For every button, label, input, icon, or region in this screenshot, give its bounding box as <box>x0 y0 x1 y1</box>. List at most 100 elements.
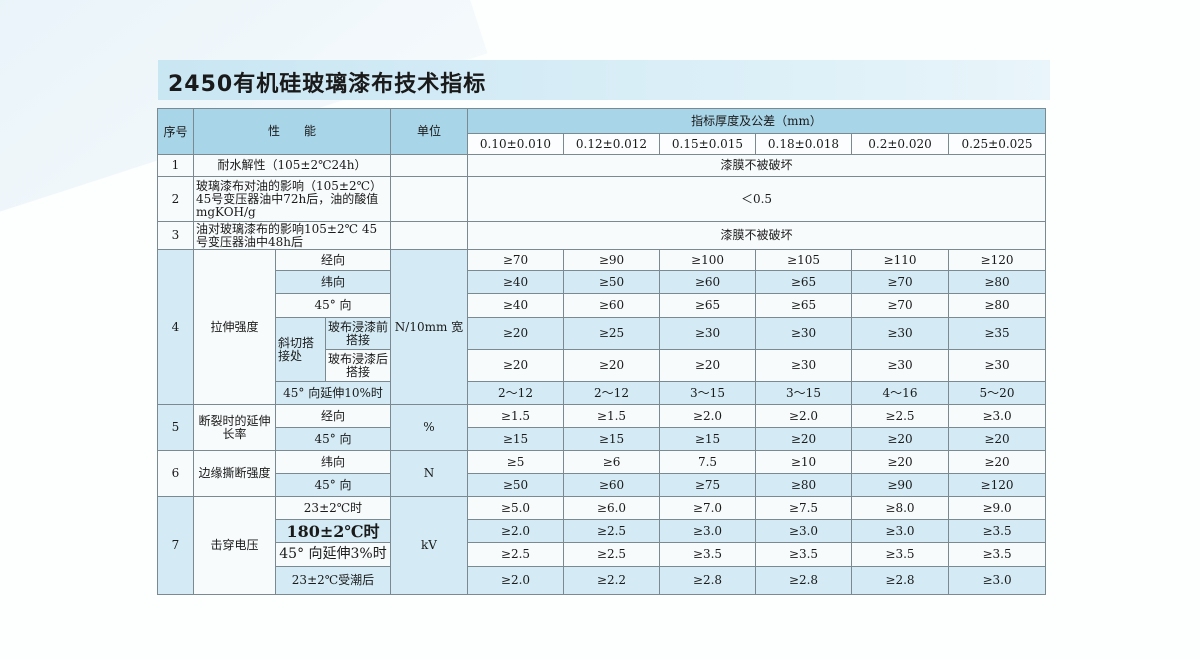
value-cell: 5～20 <box>947 381 1047 405</box>
value-cell: ≥20 <box>659 349 756 382</box>
value-cell: ≥3.5 <box>947 542 1047 567</box>
table-row: 斜切搭接处 玻布浸漆前搭接 ≥20 ≥25 ≥30 ≥30 ≥30 ≥35 <box>158 317 1047 382</box>
value-cell: ≥90 <box>851 473 949 497</box>
value-cell: ≥60 <box>563 473 660 497</box>
thickness-header: 0.18±0.018 <box>755 133 852 155</box>
value-cell: ≥3.0 <box>947 404 1047 428</box>
value-cell: ≥65 <box>659 293 756 318</box>
value-cell: ≥15 <box>467 427 564 451</box>
value-cell: ≥50 <box>563 270 660 294</box>
value-cell: ≥50 <box>467 473 564 497</box>
table-row: 2 玻璃漆布对油的影响（105±2℃）45号变压器油中72h后，油的酸值 mgKO… <box>157 176 1047 222</box>
merged-value-cell: 漆膜不被破坏 <box>466 221 1047 250</box>
property-cell: 边缘撕断强度 <box>193 450 276 497</box>
value-cell: ≥25 <box>563 317 660 350</box>
value-cell: ≥2.5 <box>851 404 949 428</box>
property-cell: 玻璃漆布对油的影响（105±2℃）45号变压器油中72h后，油的酸值 mgKOH… <box>193 176 391 222</box>
table-row: 45° 向 ≥50 ≥60 ≥75 ≥80 ≥90 ≥120 <box>158 473 1047 497</box>
value-cell: ≥3.5 <box>659 542 756 567</box>
value-cell: ≥8.0 <box>851 496 949 520</box>
table-row: 玻布浸漆后搭接 ≥20 ≥20 ≥20 ≥30 ≥30 ≥30 <box>158 349 1047 382</box>
value-cell: ≥30 <box>659 317 756 350</box>
value-cell: ≥2.5 <box>563 542 660 567</box>
seq-cell: 4 <box>157 249 194 405</box>
value-cell: ≥5 <box>467 450 564 474</box>
value-cell: ≥30 <box>755 317 852 350</box>
seq-cell: 7 <box>157 496 194 595</box>
sub-label-cell: 45° 向延伸10%时 <box>275 381 391 405</box>
value-cell: ≥7.5 <box>755 496 852 520</box>
value-cell: ≥80 <box>947 293 1047 318</box>
sub-label-cell: 180±2℃时 <box>275 519 391 543</box>
unit-cell <box>390 154 468 177</box>
table-row: 1 耐水解性（105±2℃24h） 漆膜不被破坏 <box>157 154 1047 177</box>
table-row: 180±2℃时 ≥2.0 ≥2.5 ≥3.0 ≥3.0 ≥3.0 ≥3.5 <box>158 519 1047 543</box>
value-cell: ≥20 <box>467 317 564 350</box>
property-cell: 油对玻璃漆布的影响105±2℃ 45号变压器油中48h后 <box>193 221 391 250</box>
table-row: 5 断裂时的延伸长率 经向% ≥1.5 ≥1.5 ≥2.0 ≥2.0 ≥2.5 ≥3.0 <box>157 404 1047 451</box>
unit-cell: % <box>390 404 468 451</box>
value-cell: ≥5.0 <box>467 496 564 520</box>
table-row: 23±2℃受潮后 ≥2.0 ≥2.2 ≥2.8 ≥2.8 ≥2.8 ≥3.0 <box>158 566 1047 595</box>
value-cell: 7.5 <box>659 450 756 474</box>
value-cell: ≥3.0 <box>851 519 949 543</box>
value-cell: ≥80 <box>755 473 852 497</box>
table-row: 纬向 ≥40 ≥50 ≥60 ≥65 ≥70 ≥80 <box>158 270 1047 294</box>
property-cell: 断裂时的延伸长率 <box>193 404 276 451</box>
title-banner <box>158 60 1050 100</box>
value-cell: ≥15 <box>659 427 756 451</box>
value-cell: ≥20 <box>563 349 660 382</box>
value-cell: ≥2.8 <box>755 566 852 595</box>
table-row: 45° 向延伸3%时 ≥2.5 ≥2.5 ≥3.5 ≥3.5 ≥3.5 ≥3.5 <box>158 542 1047 567</box>
value-cell: ≥75 <box>659 473 756 497</box>
sub-label-cell: 纬向 <box>275 270 391 294</box>
value-cell: ≥30 <box>851 317 949 350</box>
property-cell: 击穿电压 <box>193 496 276 595</box>
value-cell: ≥2.8 <box>851 566 949 595</box>
seq-cell: 1 <box>157 154 194 177</box>
value-cell: ≥20 <box>467 349 564 382</box>
value-cell: ≥7.0 <box>659 496 756 520</box>
header-row: 序号 性 能 单位 指标厚度及公差（mm） <box>157 108 1047 155</box>
table-row: 45° 向 ≥15 ≥15 ≥15 ≥20 ≥20 ≥20 <box>158 427 1047 451</box>
thickness-header: 0.25±0.025 <box>947 133 1047 155</box>
sub-label-cell: 23±2℃受潮后 <box>275 566 391 595</box>
table-row: 7 击穿电压 23±2℃时 kV ≥5.0 ≥6.0 ≥7.0 ≥7.5 ≥8.0 ≥9.0 <box>157 496 1047 595</box>
value-cell: ≥20 <box>851 427 949 451</box>
sub-label-cell: 经向 <box>275 249 391 271</box>
value-cell: ≥70 <box>851 293 949 318</box>
table-row: 45° 向延伸10%时 2～12 2～12 3～15 3～15 4～16 5～20 <box>158 381 1047 405</box>
value-cell: ≥120 <box>947 473 1047 497</box>
spec-table: 序号 性 能 单位 指标厚度及公差（mm） 0.10±0.010 0.12±0.0… <box>157 108 1047 595</box>
value-cell: 2～12 <box>467 381 564 405</box>
value-cell: ≥20 <box>851 450 949 474</box>
header-spec: 指标厚度及公差（mm） <box>466 108 1047 134</box>
value-cell: ≥35 <box>947 317 1047 350</box>
value-cell: ≥2.2 <box>563 566 660 595</box>
unit-cell: N <box>390 450 468 497</box>
value-cell: ≥105 <box>755 249 852 271</box>
thickness-header: 0.2±0.020 <box>851 133 949 155</box>
value-cell: ≥60 <box>659 270 756 294</box>
value-cell: ≥15 <box>563 427 660 451</box>
value-cell: ≥2.0 <box>659 404 756 428</box>
value-cell: ≥9.0 <box>947 496 1047 520</box>
seq-cell: 5 <box>157 404 194 451</box>
merged-value-cell: 漆膜不被破坏 <box>466 154 1047 177</box>
group-label-cell: 斜切搭接处 <box>275 317 326 382</box>
value-cell: ≥10 <box>755 450 852 474</box>
value-cell: ≥40 <box>467 270 564 294</box>
value-cell: ≥65 <box>755 293 852 318</box>
value-cell: ≥3.5 <box>851 542 949 567</box>
value-cell: ≥3.5 <box>947 519 1047 543</box>
sub-label-cell: 23±2℃时 <box>275 496 391 520</box>
thickness-header: 0.10±0.010 <box>467 133 564 155</box>
value-cell: ≥20 <box>947 427 1047 451</box>
value-cell: ≥90 <box>563 249 660 271</box>
sub-label-cell: 45° 向 <box>275 293 391 318</box>
unit-cell <box>390 221 468 250</box>
value-cell: ≥120 <box>947 249 1047 271</box>
table-row: 3 油对玻璃漆布的影响105±2℃ 45号变压器油中48h后 漆膜不被破坏 <box>157 221 1047 250</box>
value-cell: ≥30 <box>755 349 852 382</box>
merged-value-cell: ＜0.5 <box>466 176 1047 222</box>
